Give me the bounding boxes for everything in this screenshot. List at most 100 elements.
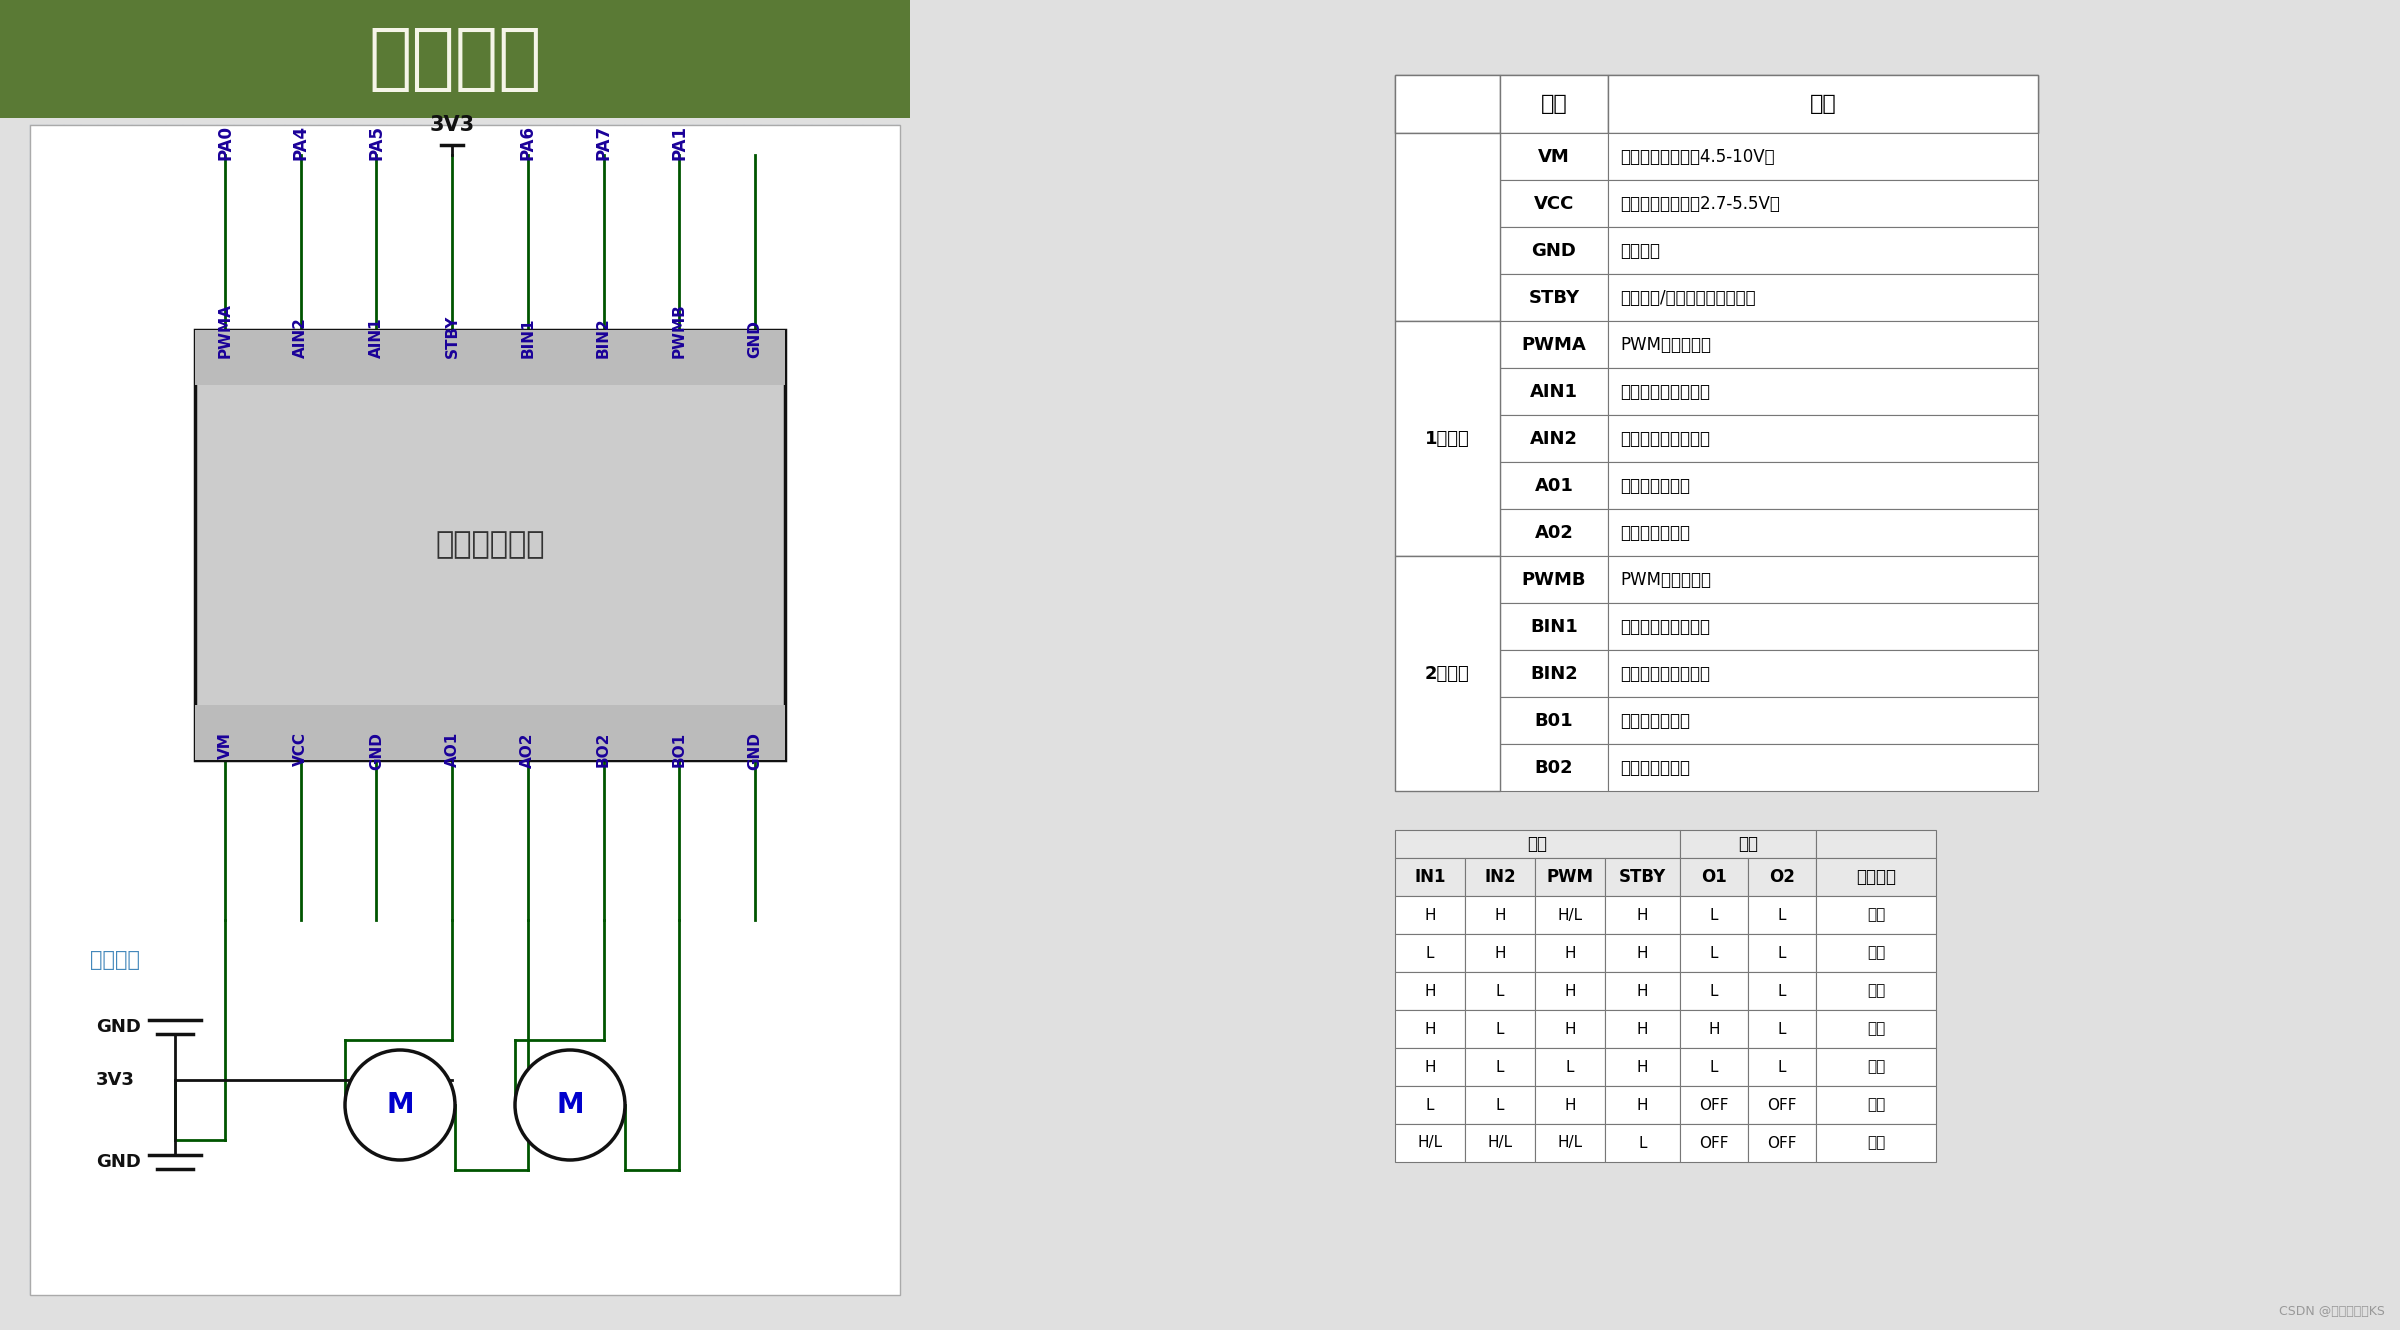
Text: L: L	[1778, 1060, 1786, 1075]
Bar	[1464, 858, 1536, 896]
Text: L: L	[1709, 907, 1718, 923]
Text: OFF: OFF	[1699, 1136, 1728, 1150]
Text: 逻辑电平输入端（2.7-5.5V）: 逻辑电平输入端（2.7-5.5V）	[1620, 194, 1781, 213]
Text: PA6: PA6	[518, 125, 538, 160]
Text: GND: GND	[1531, 242, 1577, 259]
Bar	[1680, 972, 1747, 1009]
Bar	[1394, 321, 1500, 556]
Bar	[1536, 1009, 1606, 1048]
Text: 电机控制模式输入端: 电机控制模式输入端	[1620, 430, 1709, 447]
Text: VCC: VCC	[293, 732, 307, 766]
Text: OFF: OFF	[1699, 1097, 1728, 1112]
Text: 电机电源: 电机电源	[91, 950, 139, 970]
Text: PWM信号输入端: PWM信号输入端	[1620, 335, 1711, 354]
Text: IN1: IN1	[1414, 868, 1445, 886]
Circle shape	[516, 1049, 624, 1160]
Bar	[1606, 934, 1680, 972]
Bar	[1500, 743, 1608, 791]
Text: H: H	[1637, 907, 1649, 923]
Bar	[1606, 972, 1680, 1009]
Bar	[1500, 74, 1608, 133]
Bar	[1500, 133, 1608, 180]
Text: L: L	[1778, 907, 1786, 923]
Bar	[1747, 972, 1817, 1009]
Text: 正常工作/待机状态控制输入端: 正常工作/待机状态控制输入端	[1620, 289, 1757, 306]
Bar	[1817, 830, 1937, 858]
Text: M: M	[557, 1091, 583, 1119]
Text: 正转: 正转	[1867, 1021, 1884, 1036]
Text: GND: GND	[96, 1017, 142, 1036]
Bar	[1500, 602, 1608, 650]
Bar	[1608, 368, 2038, 415]
Text: AIN2: AIN2	[293, 317, 307, 358]
Bar	[1500, 321, 1608, 368]
Bar	[1394, 1087, 1464, 1124]
Bar	[1817, 1087, 1937, 1124]
Text: 电机控制模式输入端: 电机控制模式输入端	[1620, 665, 1709, 682]
Bar	[1394, 133, 1500, 321]
Text: PA1: PA1	[670, 125, 689, 160]
Bar	[1608, 602, 2038, 650]
Bar	[1680, 1009, 1747, 1048]
Text: 制动: 制动	[1867, 1060, 1884, 1075]
Text: 引脚: 引脚	[1541, 94, 1567, 114]
Bar	[1747, 1048, 1817, 1087]
Bar	[1606, 1124, 1680, 1162]
Text: L: L	[1495, 1097, 1505, 1112]
Bar	[1747, 1124, 1817, 1162]
Text: H: H	[1423, 907, 1435, 923]
Bar	[1500, 509, 1608, 556]
Bar	[1608, 274, 2038, 321]
Bar	[1536, 1124, 1606, 1162]
Bar	[1500, 180, 1608, 227]
Text: PWMA: PWMA	[218, 303, 233, 358]
Text: 输入: 输入	[1526, 835, 1548, 853]
Text: 电机驱动输出端: 电机驱动输出端	[1620, 476, 1690, 495]
Bar	[1500, 556, 1608, 602]
Bar	[1606, 896, 1680, 934]
Bar	[1394, 972, 1464, 1009]
Text: L: L	[1709, 946, 1718, 960]
Bar	[1747, 934, 1817, 972]
Text: AIN1: AIN1	[1531, 383, 1579, 400]
Bar	[1536, 858, 1606, 896]
Text: VM: VM	[218, 732, 233, 759]
Text: L: L	[1426, 946, 1435, 960]
Text: CSDN @正在黑化的KS: CSDN @正在黑化的KS	[2280, 1305, 2386, 1318]
Bar	[1817, 858, 1937, 896]
Text: PWM信号输入端: PWM信号输入端	[1620, 571, 1711, 588]
Bar	[1606, 1009, 1680, 1048]
Bar	[1680, 1087, 1747, 1124]
Text: L: L	[1495, 1060, 1505, 1075]
Bar	[1394, 896, 1464, 934]
Text: H/L: H/L	[1558, 907, 1582, 923]
Text: 反转: 反转	[1867, 946, 1884, 960]
Text: GND: GND	[370, 732, 384, 770]
Text: H/L: H/L	[1418, 1136, 1442, 1150]
Text: BIN2: BIN2	[1531, 665, 1577, 682]
Bar	[1680, 830, 1817, 858]
Text: 停止: 停止	[1867, 1097, 1884, 1112]
Text: L: L	[1495, 1021, 1505, 1036]
Text: GND: GND	[746, 732, 763, 770]
Bar	[1464, 896, 1536, 934]
Text: H: H	[1423, 983, 1435, 999]
Text: A02: A02	[1534, 524, 1574, 541]
Text: O2: O2	[1769, 868, 1795, 886]
Text: L: L	[1495, 983, 1505, 999]
Bar	[1817, 972, 1937, 1009]
Bar	[1464, 934, 1536, 972]
Text: GND: GND	[96, 1153, 142, 1170]
Bar	[1608, 697, 2038, 743]
Text: AO2: AO2	[521, 732, 535, 767]
Text: L: L	[1565, 1060, 1574, 1075]
Text: 输出: 输出	[1738, 835, 1757, 853]
Bar	[1500, 462, 1608, 509]
Text: H: H	[1423, 1060, 1435, 1075]
Text: H: H	[1637, 1021, 1649, 1036]
Text: 制动: 制动	[1867, 983, 1884, 999]
Bar	[1608, 415, 2038, 462]
Text: H: H	[1637, 1097, 1649, 1112]
Text: 1路电机: 1路电机	[1426, 430, 1469, 447]
Text: 驱动电压输入端（4.5-10V）: 驱动电压输入端（4.5-10V）	[1620, 148, 1774, 165]
